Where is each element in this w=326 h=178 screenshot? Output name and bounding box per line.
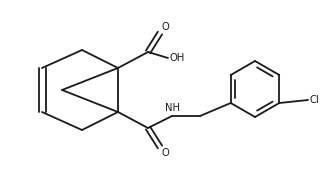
Text: OH: OH (170, 53, 185, 63)
Text: O: O (161, 22, 169, 32)
Text: O: O (161, 148, 169, 158)
Text: Cl: Cl (310, 95, 320, 105)
Text: NH: NH (165, 103, 180, 113)
